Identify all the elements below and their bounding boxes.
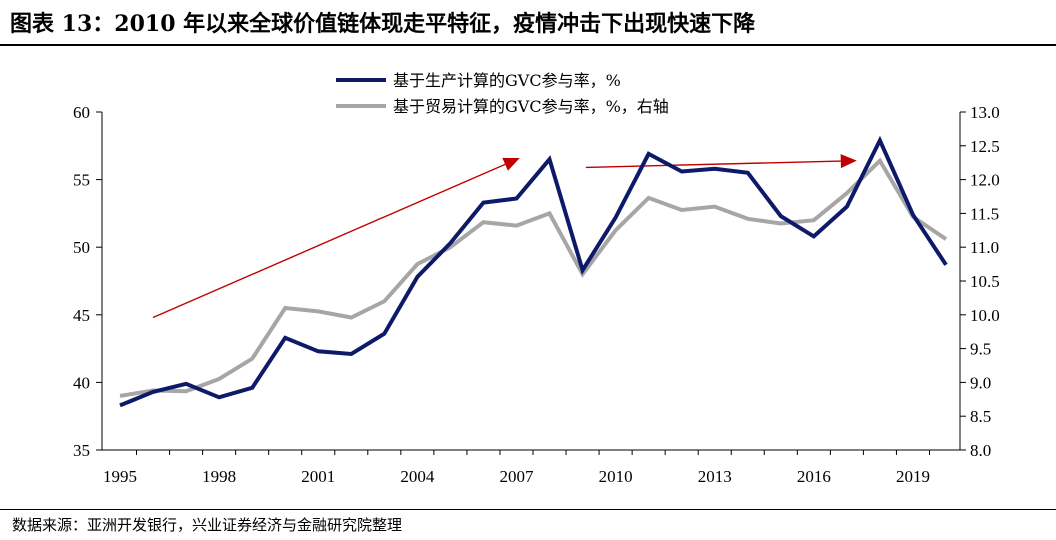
y2-tick-label: 12.0	[970, 171, 1000, 190]
x-tick-label: 2013	[698, 467, 732, 486]
y2-tick-label: 11.0	[970, 238, 999, 257]
series-lines	[119, 135, 948, 408]
y2-tick-label: 12.5	[970, 137, 1000, 156]
x-tick-label: 1995	[103, 467, 137, 486]
y-tick-label: 50	[73, 238, 90, 257]
x-tick-label: 2010	[599, 467, 633, 486]
legend-label: 基于生产计算的GVC参与率，%	[393, 71, 621, 90]
source-note: 数据来源：亚洲开发银行，兴业证券经济与金融研究院整理	[12, 516, 403, 534]
trend-arrow-head	[840, 154, 857, 169]
trend-arrow-head	[502, 157, 520, 171]
series-line-trade-gvc	[119, 157, 948, 398]
legend-label: 基于贸易计算的GVC参与率，%，右轴	[393, 97, 669, 116]
y2-tick-label: 8.0	[970, 441, 991, 460]
series-line-production-gvc	[119, 135, 948, 408]
trend-arrow-shaft	[152, 163, 506, 319]
x-tick-label: 2016	[797, 467, 831, 486]
y2-tick-label: 10.0	[970, 306, 1000, 325]
y-tick-label: 45	[73, 306, 90, 325]
y-tick-label: 60	[73, 103, 90, 122]
line-chart: 35 40 45 50 55 60 8.0 8.5 9.0 9.5 10.0 10.5 11.0 11.5…	[73, 71, 1000, 486]
x-tick-label: 1998	[202, 467, 236, 486]
y2-tick-label: 9.5	[970, 340, 991, 359]
y2-tick-label: 9.0	[970, 373, 991, 392]
y2-tick-label: 8.5	[970, 407, 991, 426]
trend-arrows	[152, 154, 857, 319]
chart-axes: 35 40 45 50 55 60 8.0 8.5 9.0 9.5 10.0 10.5 11.0 11.5…	[73, 103, 1000, 486]
x-tick-label: 2004	[400, 467, 435, 486]
y-tick-label: 35	[73, 441, 90, 460]
trend-arrow-shaft	[585, 160, 841, 169]
chart-legend: 基于生产计算的GVC参与率，% 基于贸易计算的GVC参与率，%，右轴	[336, 71, 669, 116]
title-divider	[0, 44, 1056, 46]
source-divider	[0, 509, 1056, 510]
y-tick-label: 40	[73, 373, 90, 392]
x-tick-label: 2019	[896, 467, 930, 486]
x-tick-label: 2007	[499, 467, 534, 486]
y2-tick-label: 10.5	[970, 272, 1000, 291]
y2-tick-label: 13.0	[970, 103, 1000, 122]
y2-tick-label: 11.5	[970, 204, 999, 223]
chart-title: 图表 13：2010 年以来全球价值链体现走平特征，疫情冲击下出现快速下降	[10, 11, 756, 37]
y-tick-label: 55	[73, 171, 90, 190]
x-tick-label: 2001	[301, 467, 335, 486]
